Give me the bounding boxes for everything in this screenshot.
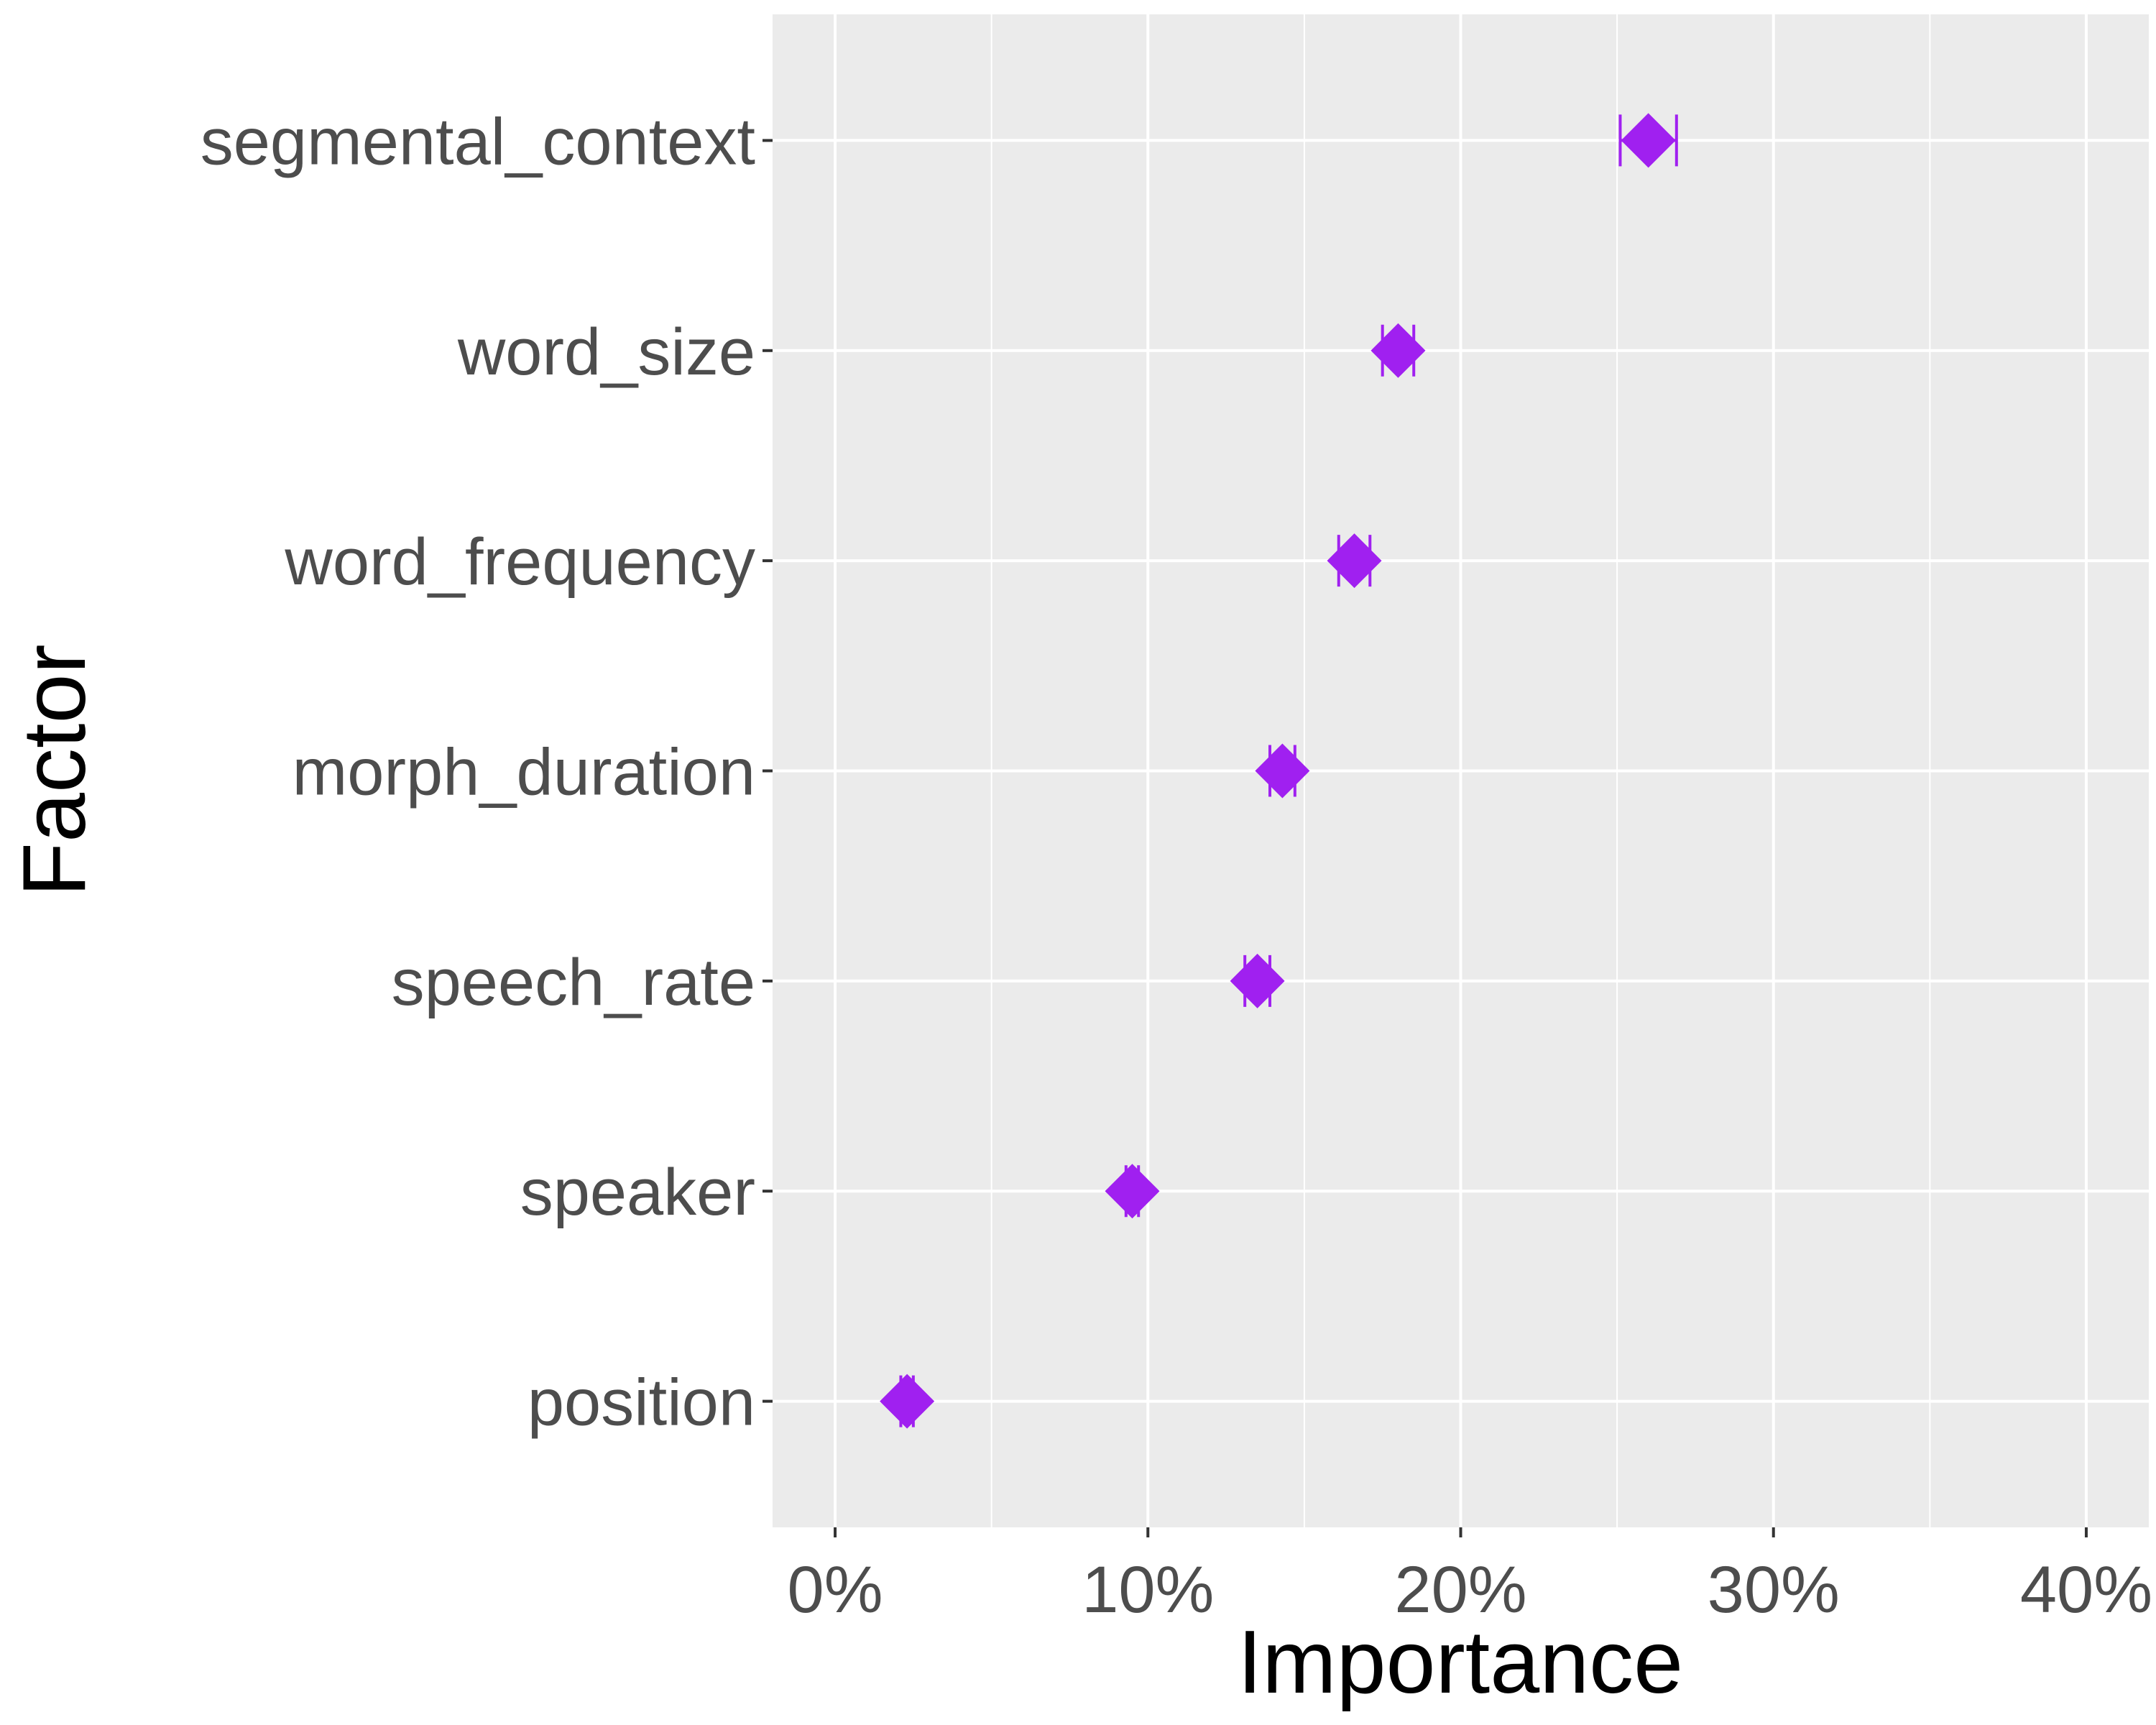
x-tick-label: 40% — [2020, 1553, 2152, 1627]
x-tick-label: 10% — [1082, 1553, 1214, 1627]
x-axis-title: Importance — [1238, 1613, 1683, 1712]
y-axis-title: Factor — [5, 644, 104, 896]
y-tick-label: speaker — [520, 1156, 755, 1229]
y-tick-label: morph_duration — [292, 736, 755, 809]
x-tick-label: 30% — [1708, 1553, 1840, 1627]
diamond-marker — [1327, 533, 1382, 589]
data-point-word_frequency — [1327, 533, 1382, 589]
diamond-marker — [1370, 323, 1426, 378]
major-gridlines — [773, 14, 2149, 1527]
diamond-marker — [880, 1374, 935, 1429]
diamond-marker — [1621, 113, 1676, 168]
data-point-position — [880, 1374, 935, 1429]
x-tick-label: 20% — [1394, 1553, 1526, 1627]
diamond-marker — [1230, 953, 1285, 1008]
diamond-marker — [1105, 1164, 1160, 1219]
x-axis-ticks: 0% 10% 20% 30% 40% — [788, 1527, 2152, 1627]
data-point-word_size — [1370, 323, 1426, 378]
y-tick-label: word_size — [457, 316, 755, 389]
data-point-speech_rate — [1230, 953, 1285, 1008]
y-tick-label: segmental_context — [201, 105, 755, 178]
x-tick-label: 0% — [788, 1553, 883, 1627]
y-tick-label: word_frequency — [284, 525, 755, 599]
data-point-morph_duration — [1255, 743, 1310, 799]
data-point-segmental_context — [1618, 113, 1678, 168]
y-tick-label: position — [528, 1366, 755, 1440]
data-point-speaker — [1105, 1164, 1160, 1219]
diamond-marker — [1255, 743, 1310, 799]
y-tick-label: speech_rate — [392, 946, 755, 1019]
y-axis-ticks: segmental_context word_size word_frequency… — [201, 105, 773, 1440]
data-marks — [880, 113, 1678, 1429]
